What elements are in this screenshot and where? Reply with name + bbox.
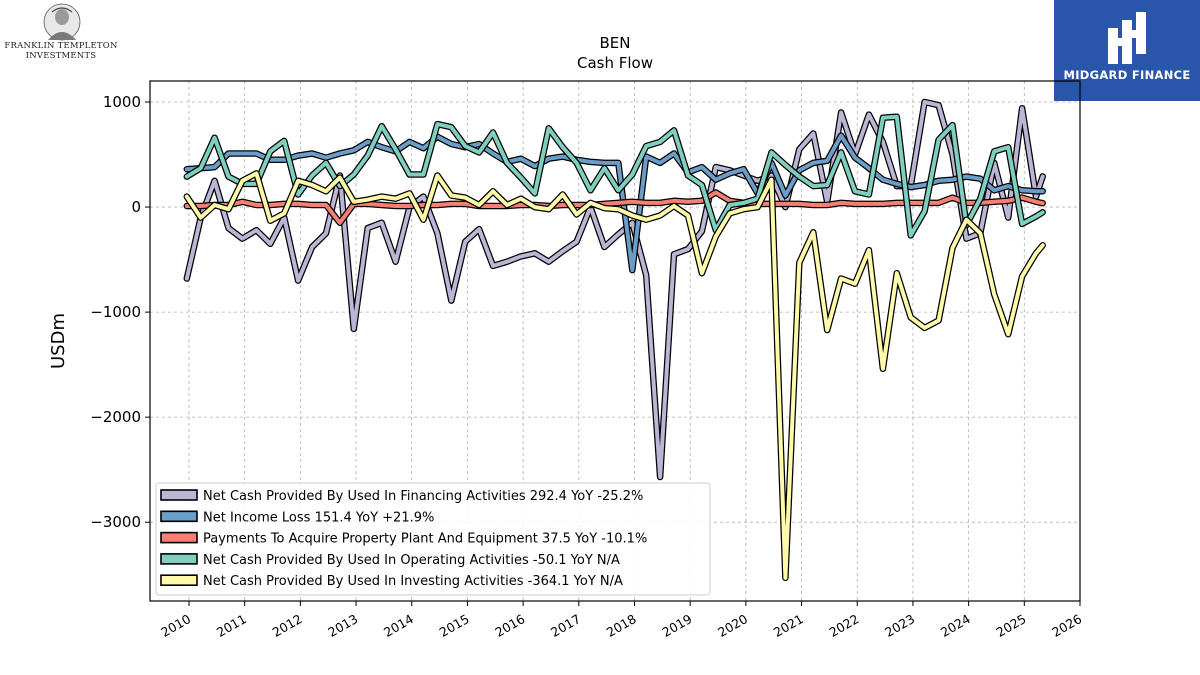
midgard-mark-icon [1108, 12, 1146, 64]
x-tick-label: 2018 [604, 611, 639, 640]
legend-label: Net Cash Provided By Used In Operating A… [203, 553, 620, 568]
x-tick-label: 2010 [158, 611, 193, 640]
series-line-4 [184, 171, 1045, 580]
y-tick-label: 0 [131, 198, 141, 216]
legend-label: Payments To Acquire Property Plant And E… [203, 532, 647, 547]
midgard-wordmark: MIDGARD FINANCE [1063, 68, 1191, 82]
x-tick-label: 2017 [548, 611, 583, 640]
legend-swatch [160, 553, 198, 565]
x-tick-label: 2025 [994, 611, 1029, 640]
y-tick-label: −1000 [90, 303, 141, 321]
x-tick-label: 2022 [826, 611, 861, 640]
midgard-finance-logo: MIDGARD FINANCE [1054, 0, 1200, 101]
x-tick-label: 2020 [715, 611, 750, 640]
legend-swatch [160, 574, 198, 587]
legend-label: Net Cash Provided By Used In Investing A… [203, 574, 623, 589]
y-tick-label: −3000 [90, 513, 141, 531]
x-tick-label: 2014 [381, 611, 416, 640]
legend-swatch [160, 531, 198, 544]
x-tick-label: 2012 [270, 611, 305, 640]
legend-swatch [160, 510, 198, 523]
y-tick-label: −2000 [90, 408, 141, 426]
x-tick-label: 2016 [492, 611, 527, 640]
x-tick-label: 2026 [1049, 611, 1084, 640]
y-tick-label: 1000 [103, 93, 141, 111]
x-tick-label: 2019 [659, 611, 694, 640]
legend-label: Net Income Loss 151.4 YoY +21.9% [203, 510, 434, 525]
series-line-3 [184, 114, 1045, 238]
logo-wordmark-line2: INVESTMENTS [25, 51, 97, 61]
series-lines [183, 98, 1046, 582]
plot-frame [149, 80, 1081, 602]
legend-box [155, 482, 711, 596]
legend-swatch [160, 489, 198, 501]
chart-subtitle: Cash Flow [577, 54, 653, 72]
x-tick-label: 2024 [938, 611, 973, 640]
portrait-icon [43, 3, 81, 41]
x-tick-label: 2013 [325, 611, 360, 640]
legend-label: Net Cash Provided By Used In Financing A… [203, 489, 643, 504]
series-line-0 [184, 100, 1045, 479]
y-axis-label: USDm [48, 313, 69, 369]
legend: Net Cash Provided By Used In Financing A… [155, 482, 711, 596]
chart-title: BEN [600, 34, 631, 52]
x-tick-label: 2011 [214, 611, 249, 640]
x-tick-label: 2015 [437, 611, 472, 640]
x-tick-label: 2023 [882, 611, 917, 640]
logo-wordmark-line1: FRANKLIN TEMPLETON [4, 41, 118, 51]
x-tick-label: 2021 [771, 611, 806, 640]
franklin-templeton-logo: FRANKLIN TEMPLETON INVESTMENTS [0, 0, 125, 70]
